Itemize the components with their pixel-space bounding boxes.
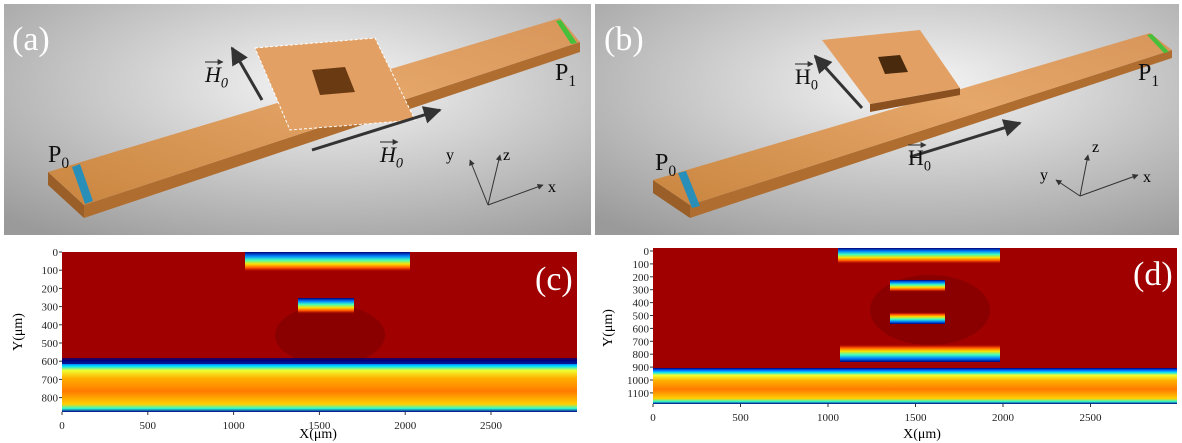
port-label-sub: 1 <box>1151 73 1159 90</box>
port-label-sub: 0 <box>61 155 69 172</box>
y-tick-label: 400 <box>42 320 59 332</box>
x-tick-label: 2500 <box>480 420 503 432</box>
field-label-main: H <box>204 62 222 87</box>
y-tick-label: 500 <box>42 338 59 350</box>
field-label-main: H <box>908 145 924 170</box>
field-label-sub: 0 <box>396 156 403 172</box>
field-label-sub: 0 <box>924 159 931 175</box>
field-edge <box>245 252 410 272</box>
axis-name: x <box>548 179 556 196</box>
panel-label: (b) <box>604 21 644 58</box>
x-axis-label: X(μm) <box>299 427 337 442</box>
axis-name: z <box>503 147 510 164</box>
panel-label: (c) <box>535 261 573 298</box>
axis-name: y <box>1040 167 1048 184</box>
x-tick-label: 2000 <box>394 420 417 432</box>
x-tick-label: 0 <box>59 420 65 432</box>
x-tick-label: 500 <box>140 420 157 432</box>
x-tick-label: 2000 <box>992 412 1015 424</box>
y-tick-label: 600 <box>633 323 650 335</box>
panel-a <box>4 4 591 235</box>
field-edge <box>298 298 354 314</box>
axis-name: z <box>1092 139 1099 156</box>
y-tick-label: 300 <box>633 285 650 297</box>
y-tick-label: 1100 <box>627 388 649 400</box>
y-tick-label: 600 <box>42 356 59 368</box>
y-tick-label: 400 <box>633 298 650 310</box>
figure: (a)P0P1H0H0xyz(b)P0P1H0H0xyz(c)050010001… <box>0 0 1182 443</box>
field-label-main: H <box>379 142 397 167</box>
y-tick-label: 1000 <box>627 375 650 387</box>
y-tick-label: 100 <box>42 265 59 277</box>
field-band <box>62 360 577 412</box>
axis-name: y <box>446 147 454 164</box>
panel-label: (a) <box>12 21 50 58</box>
field-edge <box>890 312 945 324</box>
port-label-main: P <box>555 60 568 86</box>
port-label-sub: 0 <box>668 163 676 180</box>
y-axis-label: Y(μm) <box>601 309 616 347</box>
port-label-main: P <box>1138 60 1151 86</box>
y-axis-label: Y(μm) <box>11 313 26 351</box>
port-label-main: P <box>48 142 61 168</box>
axis-name: x <box>1143 169 1151 186</box>
field-edge <box>62 358 577 364</box>
x-tick-label: 0 <box>650 412 656 424</box>
panel-b <box>595 4 1179 235</box>
x-tick-label: 500 <box>732 412 749 424</box>
y-tick-label: 0 <box>53 247 59 259</box>
x-tick-label: 1500 <box>905 412 928 424</box>
y-tick-label: 700 <box>42 374 59 386</box>
field-band <box>653 368 1177 404</box>
field-label-sub: 0 <box>811 78 818 94</box>
y-tick-label: 300 <box>42 302 59 314</box>
port-label-sub: 1 <box>568 73 576 90</box>
field-edge <box>890 280 945 292</box>
field-label-sub: 0 <box>221 76 228 92</box>
y-tick-label: 800 <box>42 393 59 405</box>
y-tick-label: 200 <box>42 283 59 295</box>
y-tick-label: 900 <box>633 362 650 374</box>
y-tick-label: 500 <box>633 311 650 323</box>
panel-d <box>653 248 1177 404</box>
x-tick-label: 2500 <box>1080 412 1103 424</box>
field-label-main: H <box>795 64 811 89</box>
y-tick-label: 800 <box>633 349 650 361</box>
y-tick-label: 100 <box>633 259 650 271</box>
panel-c <box>62 252 577 412</box>
field-edge <box>840 344 1000 362</box>
port-label-main: P <box>655 150 668 176</box>
y-tick-label: 0 <box>644 246 650 258</box>
y-tick-label: 700 <box>633 336 650 348</box>
field-edge <box>838 248 1000 264</box>
x-tick-label: 1000 <box>223 420 246 432</box>
panel-label: (d) <box>1133 256 1173 293</box>
x-axis-label: X(μm) <box>903 427 941 442</box>
x-tick-label: 1000 <box>817 412 840 424</box>
y-tick-label: 200 <box>633 272 650 284</box>
